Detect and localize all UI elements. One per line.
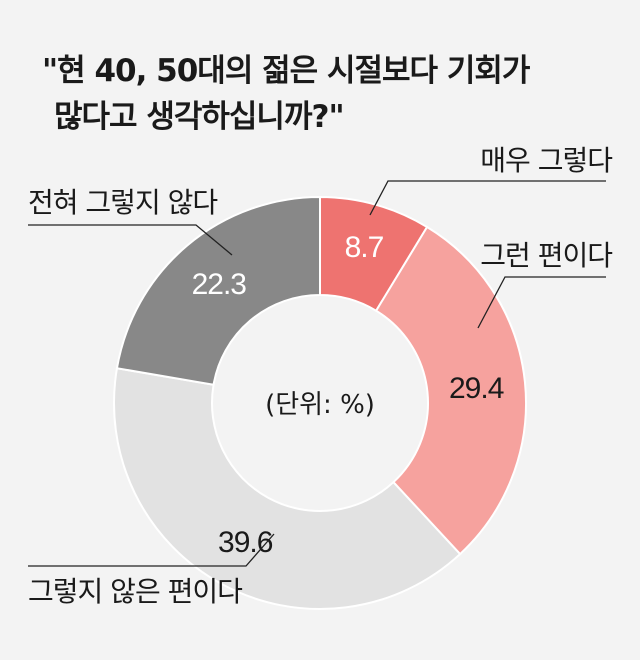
slice-label-very-much: 매우 그렇다 <box>480 144 612 177</box>
value-label-somewhat-not: 39.6 <box>218 526 273 559</box>
slice-label-somewhat: 그런 편이다 <box>480 239 612 272</box>
value-label-not-at-all: 22.3 <box>192 268 247 301</box>
slice-not-at-all <box>115 195 321 386</box>
leader-line <box>28 533 275 567</box>
slice-label-somewhat-not: 그렇지 않은 편이다 <box>28 575 242 608</box>
leader-line <box>369 180 606 216</box>
slice-somewhat-not <box>113 367 462 610</box>
value-label-very-much: 8.7 <box>345 231 384 264</box>
chart-title-line-1: "현 40, 50대의 젊은 시절보다 기회가 <box>42 53 530 89</box>
value-label-somewhat: 29.4 <box>449 372 504 405</box>
unit-label: (단위: %) <box>265 390 375 420</box>
leader-line <box>477 276 606 329</box>
chart-title-line-2: 많다고 생각하십니까?" <box>54 99 345 135</box>
chart-title: "현 40, 50대의 젊은 시절보다 기회가 많다고 생각하십니까?" <box>42 48 602 140</box>
leader-line <box>28 224 233 256</box>
slice-label-not-at-all: 전혀 그렇지 않다 <box>28 186 217 219</box>
